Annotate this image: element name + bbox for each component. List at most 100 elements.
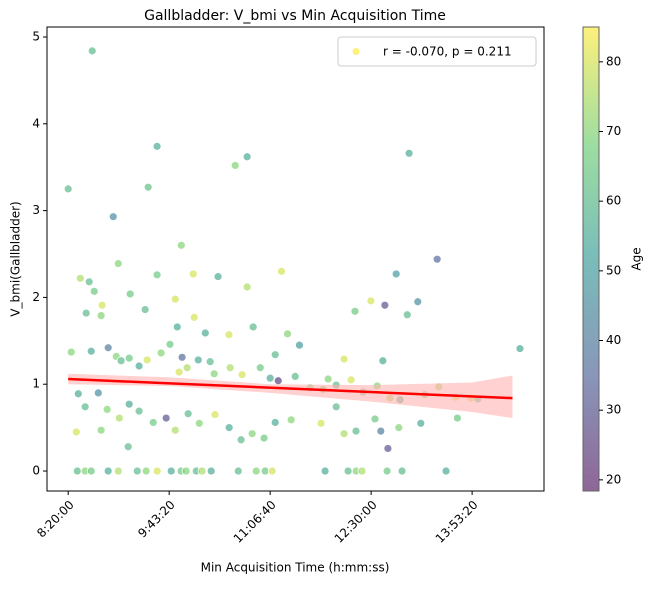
point bbox=[366, 296, 376, 306]
point bbox=[432, 254, 442, 264]
point bbox=[255, 363, 265, 373]
point bbox=[75, 273, 85, 283]
point bbox=[80, 402, 90, 412]
point bbox=[165, 339, 175, 349]
point bbox=[132, 466, 142, 476]
point bbox=[152, 466, 162, 476]
point bbox=[72, 466, 82, 476]
point bbox=[189, 312, 199, 322]
point bbox=[277, 266, 286, 276]
colorbar-tick-label: 40 bbox=[606, 333, 621, 347]
point bbox=[172, 322, 182, 332]
point bbox=[270, 418, 280, 427]
point bbox=[96, 425, 106, 435]
point bbox=[103, 466, 113, 476]
point bbox=[152, 270, 162, 280]
plot-frame bbox=[46, 26, 545, 492]
point bbox=[383, 444, 393, 453]
point bbox=[134, 406, 144, 416]
point bbox=[370, 414, 380, 424]
point bbox=[97, 300, 107, 310]
x-tick-label: 13:53:20 bbox=[433, 498, 481, 546]
point bbox=[413, 297, 423, 307]
point bbox=[247, 429, 257, 439]
point bbox=[236, 435, 246, 445]
point bbox=[242, 282, 252, 292]
colorbar-tick-label: 70 bbox=[606, 124, 621, 138]
x-axis-label: Min Acquisition Time (h:mm:ss) bbox=[201, 561, 390, 575]
point bbox=[376, 426, 386, 436]
point bbox=[166, 466, 176, 476]
colorbar-tick-label: 20 bbox=[606, 472, 621, 486]
point bbox=[84, 277, 94, 287]
colorbar-label: Age bbox=[630, 247, 644, 270]
point bbox=[452, 413, 462, 423]
y-axis-label: V_bmi(Gallbladder) bbox=[9, 201, 23, 316]
point bbox=[113, 466, 123, 476]
point bbox=[270, 350, 280, 360]
point bbox=[170, 294, 180, 304]
point bbox=[170, 425, 180, 435]
point bbox=[357, 466, 367, 476]
point bbox=[210, 410, 220, 420]
point bbox=[143, 182, 153, 192]
point bbox=[224, 330, 234, 340]
y-tick-label: 3 bbox=[32, 203, 40, 217]
point bbox=[183, 409, 193, 419]
point bbox=[197, 466, 207, 476]
point bbox=[194, 418, 204, 428]
point bbox=[283, 329, 292, 339]
point bbox=[114, 413, 124, 423]
fit-line bbox=[68, 377, 513, 400]
point bbox=[286, 415, 296, 425]
point bbox=[350, 306, 360, 316]
point bbox=[346, 375, 356, 385]
point bbox=[316, 418, 326, 428]
point bbox=[176, 240, 186, 250]
point bbox=[259, 433, 269, 443]
point bbox=[140, 305, 150, 314]
point bbox=[86, 346, 96, 356]
point bbox=[230, 161, 240, 170]
point bbox=[380, 300, 390, 310]
point bbox=[113, 259, 123, 268]
point bbox=[225, 363, 235, 373]
point bbox=[156, 348, 166, 358]
point bbox=[213, 272, 223, 281]
point bbox=[394, 423, 404, 433]
point bbox=[416, 418, 426, 428]
point bbox=[402, 310, 412, 320]
point bbox=[123, 442, 133, 452]
point bbox=[237, 370, 247, 380]
y-tick-label: 0 bbox=[32, 464, 40, 478]
point bbox=[339, 354, 349, 364]
point bbox=[397, 466, 407, 476]
point bbox=[200, 328, 210, 338]
point bbox=[181, 466, 191, 476]
legend-marker bbox=[351, 47, 361, 56]
point bbox=[267, 466, 277, 476]
point bbox=[134, 361, 144, 371]
chart-title: Gallbladder: V_bmi vs Min Acquisition Ti… bbox=[144, 8, 446, 24]
point bbox=[89, 286, 99, 296]
colorbar-tick-label: 80 bbox=[606, 54, 621, 68]
point bbox=[273, 376, 283, 386]
point bbox=[378, 356, 388, 366]
point bbox=[265, 373, 275, 383]
y-tick-label: 5 bbox=[32, 29, 40, 43]
point bbox=[116, 356, 126, 366]
point bbox=[188, 269, 198, 279]
point bbox=[441, 466, 451, 476]
legend bbox=[337, 36, 537, 67]
point bbox=[224, 423, 234, 433]
point bbox=[108, 212, 118, 222]
point bbox=[339, 429, 349, 439]
colorbar-tick-label: 30 bbox=[606, 403, 621, 417]
x-tick-label: 12:30:00 bbox=[332, 498, 380, 546]
point bbox=[141, 466, 151, 476]
point bbox=[209, 369, 219, 379]
colorbar-tick-label: 60 bbox=[606, 194, 621, 208]
point bbox=[87, 46, 97, 56]
